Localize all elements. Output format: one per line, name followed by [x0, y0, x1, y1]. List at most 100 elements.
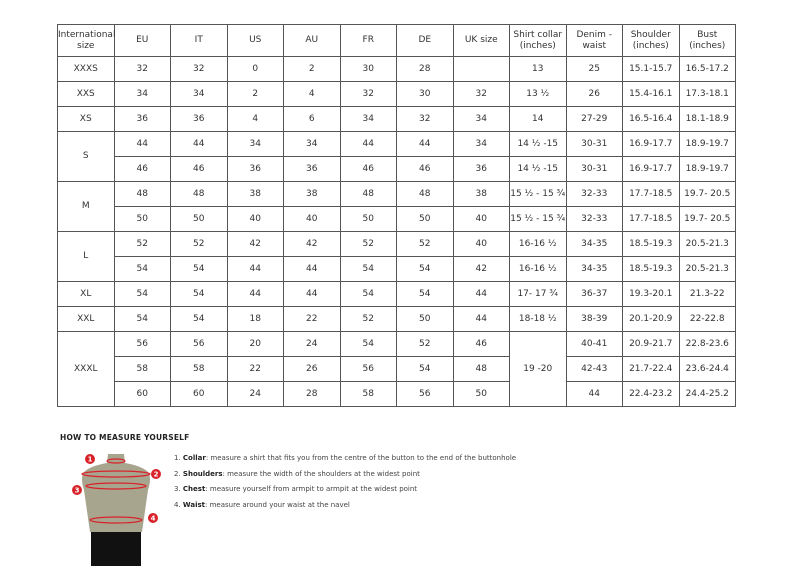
- table-cell: 42: [283, 231, 341, 257]
- table-cell: 28: [396, 56, 454, 82]
- column-header: UK size: [452, 24, 510, 57]
- table-cell: 44: [283, 281, 341, 307]
- table-cell: 46: [113, 156, 171, 182]
- table-cell: 56: [339, 356, 397, 382]
- column-header: International size: [57, 24, 115, 57]
- table-cell: 17- 17 ¾: [509, 281, 567, 307]
- table-cell: 44: [226, 281, 284, 307]
- table-cell: 48: [396, 181, 454, 207]
- table-row: XXL 54 54 18 22 52 50 44 18-18 ½ 38-39 20.1-20.9 22…: [57, 306, 736, 332]
- table-cell: 48: [113, 181, 171, 207]
- table-cell: 14: [509, 106, 567, 132]
- table-cell: 22-22.8: [678, 306, 736, 332]
- table-cell: 22.8-23.6: [678, 331, 736, 357]
- table-cell: 36-37: [565, 281, 623, 307]
- table-cell: 46: [170, 156, 228, 182]
- table-cell: 26: [565, 81, 623, 107]
- table-cell: 36: [170, 106, 228, 132]
- table-cell: 60: [113, 381, 171, 407]
- table-cell: 14 ½ -15: [509, 131, 567, 157]
- table-cell: 25: [565, 56, 623, 82]
- table-cell: 22: [226, 356, 284, 382]
- table-row: XXS 34 34 2 4 32 30 32 13 ½ 26 15.4-16.1 17.3-18.1: [57, 81, 736, 107]
- table-cell: 6: [283, 106, 341, 132]
- table-cell: 36: [283, 156, 341, 182]
- table-cell: 27-29: [565, 106, 623, 132]
- table-cell: 58: [170, 356, 228, 382]
- table-cell: 54: [113, 306, 171, 332]
- torso-shape: [82, 454, 150, 532]
- table-cell: 32: [339, 81, 397, 107]
- table-cell: 44: [113, 131, 171, 157]
- size-cell: XXXS: [57, 56, 115, 82]
- table-cell: 36: [113, 106, 171, 132]
- table-cell: 32: [170, 56, 228, 82]
- table-cell: 36: [226, 156, 284, 182]
- table-cell: 16.5-16.4: [622, 106, 680, 132]
- table-cell: 34: [170, 81, 228, 107]
- table-cell: 30-31: [565, 131, 623, 157]
- table-cell: 54: [113, 281, 171, 307]
- table-cell: 16.9-17.7: [622, 156, 680, 182]
- table-cell: 50: [170, 206, 228, 232]
- table-row: M 48 48 38 38 48 48 38 15 ½ - 15 ¾ 32-33 17.7-18.5…: [57, 181, 736, 232]
- table-cell: 18.9-19.7: [678, 131, 736, 157]
- table-cell: 18.5-19.3: [622, 256, 680, 282]
- table-cell: 18: [226, 306, 284, 332]
- size-cell: XXXL: [57, 331, 115, 407]
- table-cell: 16.9-17.7: [622, 131, 680, 157]
- size-cell: XS: [57, 106, 115, 132]
- table-cell: 20.1-20.9: [622, 306, 680, 332]
- header-row: International size EU IT US AU FR DE UK size Shi…: [57, 24, 736, 57]
- table-cell: 44: [565, 381, 623, 407]
- table-cell: 50: [396, 306, 454, 332]
- table-cell: 54: [396, 281, 454, 307]
- table-cell: 13 ½: [509, 81, 567, 107]
- table-cell: 60: [170, 381, 228, 407]
- table-cell: 44: [452, 281, 510, 307]
- table-cell: 32-33: [565, 206, 623, 232]
- table-cell: 52: [396, 231, 454, 257]
- column-header: IT: [170, 24, 228, 57]
- table-cell: 32-33: [565, 181, 623, 207]
- table-cell: 19 -20: [509, 331, 567, 407]
- table-cell: 20: [226, 331, 284, 357]
- table-cell: 38: [452, 181, 510, 207]
- table-cell: 15.4-16.1: [622, 81, 680, 107]
- table-cell: 19.3-20.1: [622, 281, 680, 307]
- size-cell: XXL: [57, 306, 115, 332]
- step-waist: 4. Waist: measure around your waist at t…: [174, 501, 350, 510]
- table-cell: 18.5-19.3: [622, 231, 680, 257]
- table-cell: 48: [452, 356, 510, 382]
- table-cell: 34: [452, 131, 510, 157]
- column-header: US: [226, 24, 284, 57]
- table-cell: 54: [396, 356, 454, 382]
- step-collar: 1. Collar: measure a shirt that fits you…: [174, 454, 517, 462]
- table-cell: 2: [226, 81, 284, 107]
- size-cell: M: [57, 181, 115, 232]
- table-row: L 52 52 42 42 52 52 40 16-16 ½ 34-35 18.5-19.3 20.5…: [57, 231, 736, 282]
- table-cell: 54: [396, 256, 454, 282]
- table-cell: 44: [339, 131, 397, 157]
- table-cell: 16.5-17.2: [678, 56, 736, 82]
- table-cell: 42-43: [565, 356, 623, 382]
- measure-steps: 1. Collar: measure a shirt that fits you…: [174, 451, 516, 514]
- table-cell: 30: [339, 56, 397, 82]
- marker-4: 4: [151, 515, 156, 523]
- table-row: XL 54 54 44 44 54 54 44 17- 17 ¾ 36-37 19.3-20.1 21…: [57, 281, 736, 307]
- table-cell: 32: [113, 56, 171, 82]
- table-cell: 54: [170, 256, 228, 282]
- table-cell: 36: [452, 156, 510, 182]
- pants-shape: [91, 532, 141, 566]
- table-cell: 40: [452, 206, 510, 232]
- table-cell: 46: [339, 156, 397, 182]
- table-cell: 38-39: [565, 306, 623, 332]
- table-cell: 21.3-22: [678, 281, 736, 307]
- table-row: S 44 44 34 34 44 44 34 14 ½ -15 30-31 16.9-17.7 18.…: [57, 131, 736, 182]
- table-cell: 30: [396, 81, 454, 107]
- table-row: 58 58 22 26 56 54 48 42-43 21.7-22.4 23.6-24.4: [58, 356, 736, 382]
- shoulder-line: [81, 470, 151, 478]
- table-cell: 52: [339, 306, 397, 332]
- table-cell: 34: [283, 131, 341, 157]
- marker-3: 3: [75, 487, 80, 495]
